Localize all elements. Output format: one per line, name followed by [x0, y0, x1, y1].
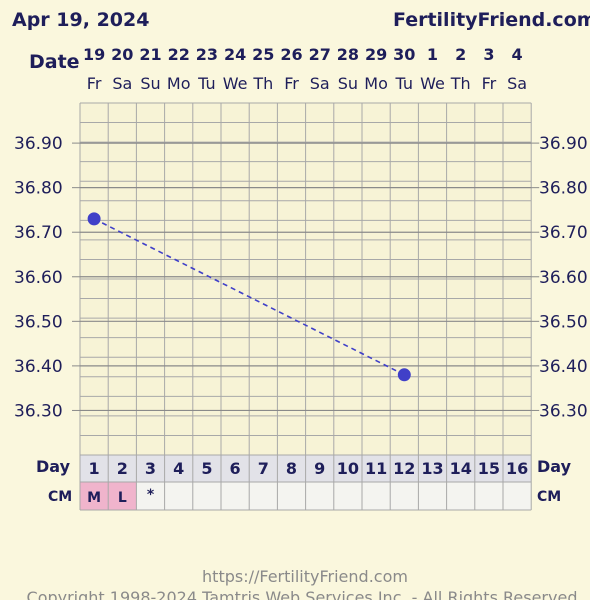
cm-value: *	[147, 487, 155, 503]
date-row-label: Date	[29, 51, 80, 73]
ytick-label-right: 36.90	[539, 134, 588, 154]
date-label: 19	[83, 45, 105, 64]
weekday-label: We	[223, 74, 248, 93]
cm-cell	[418, 482, 447, 510]
ytick-label-right: 36.40	[539, 357, 588, 377]
header-date: Apr 19, 2024	[12, 9, 149, 31]
date-label: 27	[309, 45, 331, 64]
weekday-label: We	[420, 74, 445, 93]
ytick-label-left: 36.30	[14, 401, 63, 421]
ytick-label-left: 36.50	[14, 312, 63, 332]
day-number: 1	[89, 459, 100, 478]
date-label: 24	[224, 45, 246, 64]
day-number: 9	[314, 459, 325, 478]
day-number: 4	[173, 459, 184, 478]
weekday-label: Sa	[310, 74, 330, 93]
day-number: 2	[117, 459, 128, 478]
cm-value: L	[118, 490, 127, 506]
ytick-label-left: 36.40	[14, 357, 63, 377]
cm-cell	[503, 482, 532, 510]
cm-cell	[80, 482, 109, 510]
weekday-label: Mo	[364, 74, 388, 93]
cm-cell	[277, 482, 306, 510]
weekday-label: Tu	[395, 74, 413, 93]
cm-cell	[221, 482, 250, 510]
header-site: FertilityFriend.com	[393, 9, 590, 31]
day-number: 7	[258, 459, 269, 478]
cm-cell	[136, 482, 165, 510]
cm-row-label-right: CM	[537, 489, 561, 505]
temperature-series-line	[93, 218, 405, 376]
cm-value: M	[87, 490, 101, 506]
day-number: 13	[421, 459, 443, 478]
day-number: 5	[201, 459, 212, 478]
day-number: 3	[145, 459, 156, 478]
temperature-point	[397, 368, 411, 382]
cm-cell	[305, 482, 334, 510]
weekday-label: Tu	[197, 74, 215, 93]
ytick-label-left: 36.80	[14, 179, 63, 199]
date-label: 21	[139, 45, 161, 64]
footer-copyright: Copyright 1998-2024 Tamtris Web Services…	[27, 588, 578, 600]
weekday-label: Su	[140, 74, 160, 93]
date-label: 23	[196, 45, 218, 64]
ytick-label-right: 36.70	[539, 223, 588, 243]
day-number: 6	[230, 459, 241, 478]
day-row-label-left: Day	[36, 457, 71, 476]
cm-cell	[249, 482, 278, 510]
date-label: 2	[455, 45, 466, 64]
cm-cell	[192, 482, 221, 510]
date-label: 25	[252, 45, 274, 64]
footer-url: https://FertilityFriend.com	[202, 567, 408, 586]
date-label: 3	[483, 45, 494, 64]
weekday-label: Fr	[284, 74, 299, 93]
ytick-label-left: 36.60	[14, 268, 63, 288]
weekday-label: Fr	[87, 74, 102, 93]
weekday-label: Th	[450, 74, 471, 93]
ytick-label-right: 36.60	[539, 268, 588, 288]
cm-cell	[390, 482, 419, 510]
weekday-label: Sa	[112, 74, 132, 93]
date-label: 1	[427, 45, 438, 64]
ytick-label-right: 36.80	[539, 179, 588, 199]
day-number: 8	[286, 459, 297, 478]
day-number: 16	[506, 459, 528, 478]
date-label: 26	[280, 45, 302, 64]
day-number: 10	[337, 459, 359, 478]
cm-cell	[474, 482, 503, 510]
ytick-label-left: 36.70	[14, 223, 63, 243]
day-number: 12	[393, 459, 415, 478]
cm-cell	[333, 482, 362, 510]
date-label: 20	[111, 45, 133, 64]
weekday-label: Su	[338, 74, 358, 93]
ytick-label-right: 36.50	[539, 312, 588, 332]
cm-cell	[362, 482, 391, 510]
ytick-label-right: 36.30	[539, 401, 588, 421]
date-label: 29	[365, 45, 387, 64]
date-label: 4	[512, 45, 523, 64]
day-number: 11	[365, 459, 387, 478]
date-label: 22	[168, 45, 190, 64]
weekday-label: Mo	[167, 74, 191, 93]
weekday-label: Th	[252, 74, 273, 93]
day-number: 14	[450, 459, 472, 478]
ytick-label-left: 36.90	[14, 134, 63, 154]
date-label: 28	[337, 45, 359, 64]
day-row-label-right: Day	[537, 457, 572, 476]
date-label: 30	[393, 45, 415, 64]
cm-row-label-left: CM	[48, 489, 72, 505]
cm-cell	[446, 482, 475, 510]
weekday-label: Fr	[482, 74, 497, 93]
day-number: 15	[478, 459, 500, 478]
cm-cell	[108, 482, 137, 510]
weekday-label: Sa	[507, 74, 527, 93]
cm-cell	[164, 482, 193, 510]
temperature-point	[87, 212, 101, 226]
